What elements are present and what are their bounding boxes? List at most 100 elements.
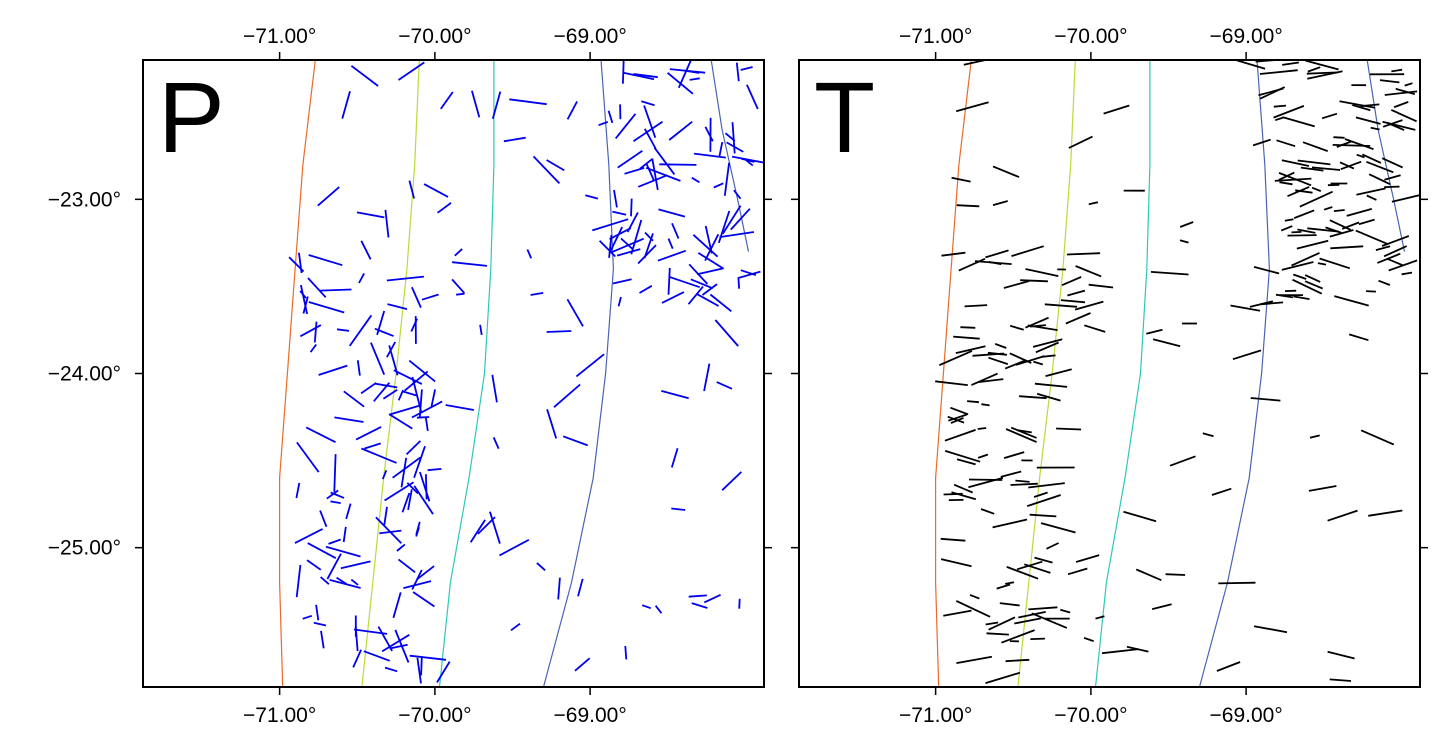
axis-stick (1020, 279, 1048, 283)
axis-stick (688, 263, 709, 285)
axis-stick (1009, 352, 1032, 364)
axis-stick (419, 471, 431, 502)
axis-stick (950, 417, 964, 424)
axis-stick (1003, 280, 1030, 289)
axis-stick (1014, 617, 1042, 625)
axis-sticks (935, 60, 1420, 684)
axis-stick (469, 519, 486, 543)
axis-stick (1282, 116, 1315, 128)
axis-stick (1005, 581, 1015, 585)
axis-stick (992, 518, 1028, 529)
axis-stick (709, 293, 732, 313)
axis-stick (1152, 338, 1181, 348)
bottom-tick-label: −69.00° (1210, 704, 1283, 727)
axis-stick (318, 364, 348, 376)
axis-stick (360, 240, 372, 260)
axis-stick (1067, 567, 1088, 576)
axis-stick (718, 141, 724, 158)
axis-stick (645, 162, 655, 181)
axis-stick (1060, 299, 1086, 304)
axis-stick (1325, 226, 1342, 234)
axis-stick (530, 292, 544, 296)
axis-stick (1287, 234, 1317, 237)
axis-stick (1384, 185, 1400, 189)
axis-stick (403, 370, 429, 392)
bottom-tick-label: −71.00° (899, 704, 972, 727)
axis-stick (1216, 661, 1241, 672)
axis-stick (651, 158, 659, 191)
axis-stick (645, 166, 681, 182)
top-tick-label: −69.00° (1210, 25, 1283, 48)
axis-stick (723, 162, 730, 196)
axis-stick (1095, 615, 1105, 620)
axis-stick (308, 301, 345, 314)
axis-stick (691, 602, 708, 609)
axis-stick (956, 458, 976, 466)
axis-stick (408, 180, 415, 199)
axis-stick (1236, 60, 1266, 70)
axis-stick (1368, 509, 1403, 517)
axis-stick (358, 272, 365, 284)
axis-stick (592, 218, 629, 232)
axis-stick (730, 208, 751, 231)
axis-stick (1282, 61, 1299, 66)
axis-stick (1005, 428, 1037, 443)
axis-stick (1103, 104, 1130, 115)
axis-stick (1179, 239, 1189, 244)
axis-stick (624, 646, 628, 660)
axis-stick (1029, 513, 1057, 518)
axis-stick (632, 120, 664, 142)
axis-stick (309, 343, 317, 353)
panel-letter: P (158, 62, 225, 174)
axis-stick (1360, 103, 1380, 108)
axis-stick (374, 327, 394, 337)
axis-stick (1329, 229, 1354, 238)
axis-stick (738, 270, 761, 279)
axis-stick (714, 319, 739, 347)
axis-stick (968, 478, 1003, 481)
axis-stick (509, 98, 547, 106)
axis-stick (392, 456, 421, 479)
axis-stick (977, 453, 989, 459)
axis-stick (410, 318, 418, 332)
axis-stick (1381, 157, 1403, 169)
axis-stick (659, 163, 697, 166)
axis-stick (424, 417, 429, 432)
axis-stick (1274, 177, 1312, 182)
axis-stick (1252, 138, 1271, 147)
axis-stick (947, 415, 965, 424)
axis-stick (1292, 278, 1323, 295)
axis-stick (328, 538, 342, 545)
axis-stick (1278, 171, 1295, 181)
axis-stick (693, 152, 726, 159)
axis-stick (364, 442, 381, 450)
axis-stick (1284, 218, 1294, 222)
axis-stick (944, 450, 981, 463)
axis-stick (614, 113, 637, 139)
axis-stick (1295, 189, 1313, 194)
axis-stick (388, 404, 421, 416)
axis-stick (1391, 194, 1420, 203)
axis-stick (296, 441, 320, 473)
axis-stick (1327, 509, 1358, 522)
axis-stick (943, 609, 972, 617)
axis-stick (610, 237, 645, 254)
axis-stick (397, 389, 404, 401)
axis-stick (415, 526, 420, 537)
axis-stick (986, 632, 1009, 636)
axis-stick (1274, 116, 1285, 122)
axis-stick (658, 208, 686, 218)
axis-stick (653, 147, 676, 175)
axis-stick (416, 565, 435, 581)
axis-stick (985, 621, 999, 626)
axis-stick (585, 194, 599, 200)
axis-stick (977, 427, 987, 430)
axis-stick (386, 275, 424, 282)
axis-stick (1352, 104, 1371, 112)
axis-stick (971, 372, 998, 386)
axis-stick (307, 542, 337, 559)
axis-stick (1302, 141, 1329, 152)
axis-stick (738, 598, 741, 609)
axis-stick (445, 404, 475, 411)
contour-line (1198, 60, 1271, 687)
